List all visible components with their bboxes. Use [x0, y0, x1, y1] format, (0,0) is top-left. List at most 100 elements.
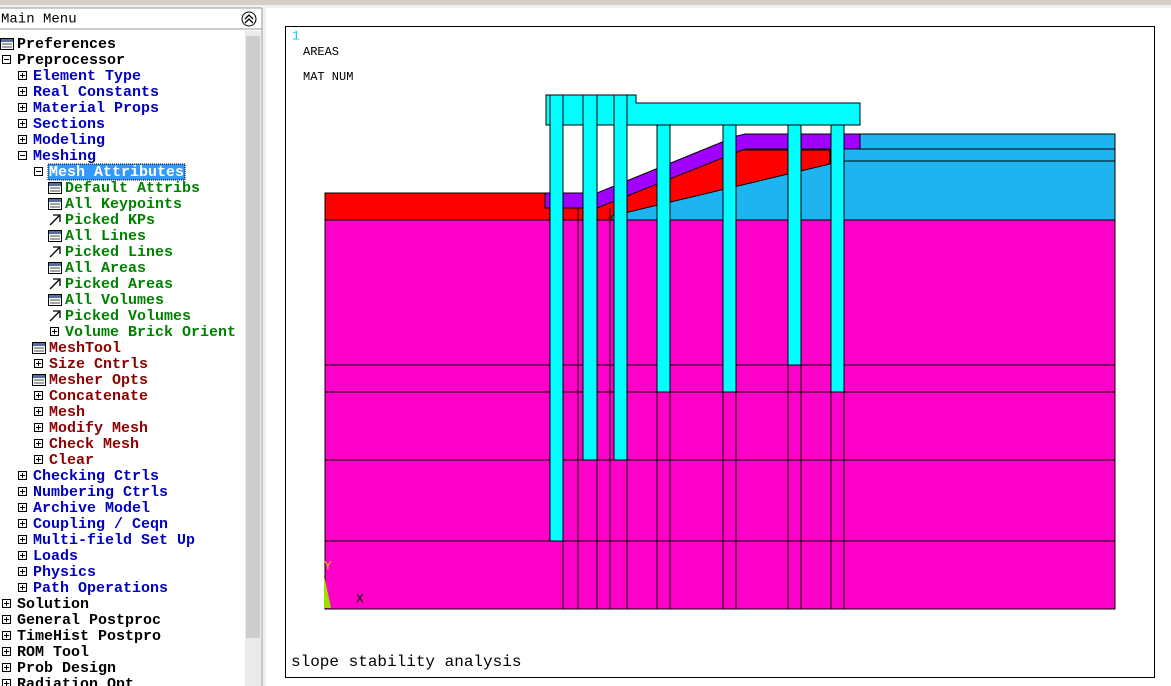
menu-item-label[interactable]: Volume Brick Orient	[65, 324, 236, 341]
menu-item-label[interactable]: Modify Mesh	[49, 420, 148, 437]
menu-item-label[interactable]: Coupling / Ceqn	[33, 516, 168, 533]
pile	[549, 94, 564, 542]
menu-item-label[interactable]: ROM Tool	[17, 644, 89, 661]
menu-item[interactable]: Prob Design	[2, 660, 117, 677]
top-bar	[0, 0, 1171, 5]
menu-item[interactable]: Default Attribs	[48, 180, 201, 197]
menu-item[interactable]: Coupling / Ceqn	[18, 516, 169, 533]
pick-icon	[49, 310, 61, 322]
menu-item[interactable]: Element Type	[18, 68, 142, 85]
menu-item[interactable]: Mesher Opts	[32, 372, 149, 389]
menu-item-label[interactable]: MeshTool	[49, 340, 121, 357]
menu-item-label[interactable]: Mesh Attributes	[49, 164, 184, 181]
menu-item-label[interactable]: Concatenate	[49, 388, 148, 405]
menu-item-label[interactable]: Picked KPs	[65, 212, 155, 229]
menu-item[interactable]: Check Mesh	[34, 436, 140, 453]
pile	[722, 124, 737, 393]
menu-item[interactable]: Modeling	[18, 132, 106, 149]
menu-item[interactable]: Real Constants	[18, 84, 160, 101]
menu-item-label[interactable]: Clear	[49, 452, 94, 469]
triad-x-label: X	[356, 591, 364, 606]
menu-item[interactable]: All Areas	[48, 260, 147, 277]
menu-item[interactable]: Mesh Attributes	[34, 163, 186, 181]
pile	[656, 124, 671, 393]
menu-item-label[interactable]: Material Props	[33, 100, 159, 117]
menu-item[interactable]: Picked KPs	[49, 212, 155, 229]
menu-item[interactable]: All Lines	[48, 228, 147, 245]
menu-item[interactable]: Concatenate	[34, 388, 149, 405]
menu-item[interactable]: Picked Areas	[49, 276, 173, 293]
menu-item[interactable]: Sections	[18, 116, 106, 133]
menu-item-label[interactable]: All Volumes	[65, 292, 164, 309]
menu-item-label[interactable]: Element Type	[33, 68, 141, 85]
menu-item[interactable]: Material Props	[18, 100, 160, 117]
menu-item-label[interactable]: Prob Design	[17, 660, 116, 677]
menu-item[interactable]: Checking Ctrls	[18, 468, 160, 485]
menu-item[interactable]: General Postproc	[2, 612, 162, 629]
menu-item[interactable]: MeshTool	[32, 340, 122, 357]
menu-item[interactable]: All Keypoints	[48, 196, 183, 213]
menu-item[interactable]: Physics	[18, 564, 97, 581]
menu-item-label[interactable]: Solution	[17, 596, 89, 613]
menu-item[interactable]: Archive Model	[18, 500, 151, 517]
menu-item[interactable]: Preprocessor	[2, 52, 126, 69]
menu-item-label[interactable]: Mesher Opts	[49, 372, 148, 389]
dialog-icon-bar	[49, 295, 61, 298]
menu-item-label[interactable]: Check Mesh	[49, 436, 139, 453]
menu-item[interactable]: Meshing	[18, 148, 97, 165]
window-number: 1	[292, 28, 300, 43]
scrollbar-thumb[interactable]	[246, 36, 260, 638]
pile	[613, 94, 628, 461]
menu-item-label[interactable]: Numbering Ctrls	[33, 484, 168, 501]
pile	[787, 124, 802, 366]
menu-item-label[interactable]: Archive Model	[33, 500, 150, 517]
menu-item-label[interactable]: Real Constants	[33, 84, 159, 101]
menu-item[interactable]: Loads	[18, 548, 79, 565]
menu-item[interactable]: Numbering Ctrls	[18, 484, 169, 501]
menu-item[interactable]: Mesh	[34, 404, 86, 421]
menu-item[interactable]: Picked Volumes	[49, 308, 191, 325]
menu-item-label[interactable]: Modeling	[33, 132, 105, 149]
menu-item[interactable]: Solution	[2, 596, 90, 613]
menu-item-label[interactable]: Size Cntrls	[49, 356, 148, 373]
menu-item[interactable]: Picked Lines	[49, 244, 173, 261]
menu-item[interactable]: ROM Tool	[2, 644, 90, 661]
menu-item[interactable]: Multi-field Set Up	[18, 532, 196, 549]
menu-item-label[interactable]: All Keypoints	[65, 196, 182, 213]
menu-item-label[interactable]: Physics	[33, 564, 96, 581]
menu-item[interactable]: All Volumes	[48, 292, 165, 309]
menu-item-label[interactable]: All Lines	[65, 228, 146, 245]
menu-item[interactable]: Size Cntrls	[34, 356, 149, 373]
menu-item[interactable]: Path Operations	[18, 580, 169, 597]
menu-item[interactable]: TimeHist Postpro	[2, 628, 162, 645]
menu-item-label[interactable]: TimeHist Postpro	[17, 628, 161, 645]
menu-item-label[interactable]: Meshing	[33, 148, 96, 165]
menu-item[interactable]: Volume Brick Orient	[50, 324, 237, 341]
menu-item-label[interactable]: Checking Ctrls	[33, 468, 159, 485]
menu-item-label[interactable]: Multi-field Set Up	[33, 532, 195, 549]
collapse-button[interactable]	[241, 11, 257, 27]
menu-item-label[interactable]: General Postproc	[17, 612, 161, 629]
menu-item-label[interactable]: Default Attribs	[65, 180, 200, 197]
menu-item-label[interactable]: All Areas	[65, 260, 146, 277]
menu-item-label[interactable]: Preprocessor	[17, 52, 125, 69]
menu-item-label[interactable]: Path Operations	[33, 580, 168, 597]
menu-item-label[interactable]: Mesh	[49, 404, 85, 421]
menu-item[interactable]: Clear	[34, 452, 95, 469]
axis-triad: Y X	[324, 558, 364, 608]
menu-item-label[interactable]: Sections	[33, 116, 105, 133]
menu-item-label[interactable]: Picked Volumes	[65, 308, 191, 325]
plot-type: AREAS	[303, 45, 339, 59]
menu-item-label[interactable]: Radiation Opt	[17, 676, 134, 686]
menu-item-label[interactable]: Loads	[33, 548, 78, 565]
menu-item-label[interactable]: Preferences	[17, 36, 116, 53]
pile	[582, 94, 598, 461]
dialog-icon-bar	[49, 263, 61, 266]
menu-item[interactable]: Preferences	[0, 36, 117, 53]
menu-item-label[interactable]: Picked Lines	[65, 244, 173, 261]
menu-item[interactable]: Radiation Opt	[2, 676, 135, 686]
menu-item-label[interactable]: Picked Areas	[65, 276, 173, 293]
menu-item[interactable]: Modify Mesh	[34, 420, 149, 437]
